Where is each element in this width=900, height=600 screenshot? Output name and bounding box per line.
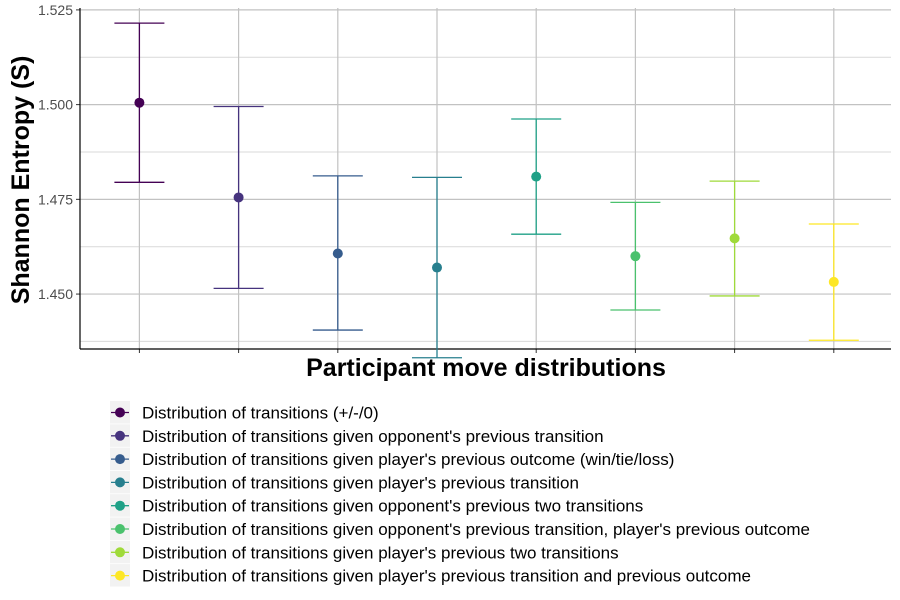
y-tick-label: 1.450: [38, 286, 73, 302]
legend-item: Distribution of transitions given player…: [110, 564, 751, 587]
legend-key-point: [115, 524, 125, 534]
series-2: [213, 105, 264, 290]
data-point: [828, 276, 839, 287]
legend-label: Distribution of transitions given player…: [142, 567, 751, 586]
legend-key-point: [115, 430, 125, 441]
y-tick-label: 1.500: [38, 97, 73, 113]
x-axis-title: Participant move distributions: [306, 354, 666, 382]
series-4: [412, 176, 462, 359]
legend-label: Distribution of transitions given player…: [142, 450, 674, 469]
data-point: [233, 192, 244, 203]
legend-label: Distribution of transitions given oppone…: [142, 497, 643, 516]
legend-key-point: [115, 547, 125, 558]
legend: Distribution of transitions (+/-/0) Distr…: [110, 401, 810, 587]
data-point: [332, 248, 343, 259]
data-point: [630, 251, 641, 262]
data-point: [729, 233, 740, 244]
legend-key-point: [115, 500, 125, 511]
y-tick-label: 1.475: [38, 191, 73, 207]
grid-lines: [80, 8, 891, 349]
legend-item: Distribution of transitions given oppone…: [110, 494, 643, 517]
series-3: [312, 175, 363, 331]
legend-label: Distribution of transitions given player…: [142, 543, 619, 562]
legend-key-point: [115, 477, 125, 488]
legend-item: Distribution of transitions given player…: [110, 447, 674, 471]
legend-item: Distribution of transitions given player…: [110, 540, 619, 564]
legend-label: Distribution of transitions (+/-/0): [142, 404, 379, 423]
legend-item: Distribution of transitions given player…: [110, 470, 579, 494]
series-6: [610, 201, 661, 311]
legend-item: Distribution of transitions given oppone…: [110, 424, 604, 447]
data-point: [432, 262, 442, 273]
legend-label: Distribution of transitions given oppone…: [142, 520, 810, 539]
legend-key-point: [115, 454, 125, 465]
legend-item: Distribution of transitions (+/-/0): [110, 401, 379, 424]
axes: 1.450 1.475 1.500 1.525: [38, 2, 891, 353]
y-tick-label: 1.525: [38, 2, 73, 18]
legend-key-point: [115, 570, 125, 581]
data-point: [134, 97, 145, 108]
plot-marks: [114, 22, 859, 359]
legend-label: Distribution of transitions given player…: [142, 473, 579, 492]
legend-item: Distribution of transitions given oppone…: [110, 517, 810, 540]
series-8: [808, 223, 859, 341]
legend-label: Distribution of transitions given oppone…: [142, 427, 604, 446]
series-1: [114, 22, 165, 183]
y-axis-title: Shannon Entropy (S): [7, 56, 35, 305]
series-5: [511, 118, 562, 235]
series-7: [709, 180, 760, 297]
data-point: [531, 171, 542, 182]
legend-key-point: [115, 407, 125, 418]
